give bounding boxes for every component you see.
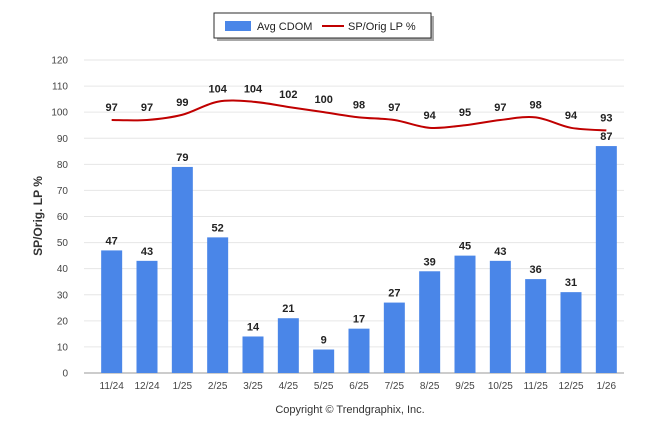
line-value-label: 94 — [565, 110, 578, 122]
line-value-label: 102 — [279, 89, 297, 101]
x-tick-label: 4/25 — [279, 381, 299, 392]
x-tick-label: 11/24 — [100, 381, 125, 392]
bar-4-25 — [277, 318, 299, 373]
bar-12-25 — [560, 292, 582, 373]
y-tick-label-0: 0 — [62, 369, 68, 380]
line-data-labels: 97 97 99 104 104 102 100 98 97 94 95 97 98 94 93 — [106, 84, 613, 125]
y-tick-label-20: 20 — [57, 316, 69, 327]
bar-value-label: 43 — [141, 246, 153, 258]
x-tick-label: 7/25 — [385, 381, 405, 392]
y-tick-label-120: 120 — [51, 56, 68, 67]
bar-value-label: 14 — [247, 321, 260, 333]
x-tick-label: 3/25 — [243, 381, 263, 392]
legend-label-sp-orig-lp: SP/Orig LP % — [348, 21, 416, 33]
line-value-label: 100 — [314, 94, 332, 106]
bar-9-25 — [454, 255, 476, 373]
bar-11-24 — [101, 250, 123, 373]
bar-value-label: 21 — [282, 303, 294, 315]
x-tick-label: 9/25 — [455, 381, 475, 392]
x-tick-label: 11/25 — [524, 381, 549, 392]
y-axis-title: SP/Orig. LP % — [31, 176, 45, 256]
x-tick-label: 8/25 — [420, 381, 440, 392]
y-tick-labels: 0 10 20 30 40 50 60 70 80 90 100 110 120 — [51, 56, 68, 380]
line-value-label: 97 — [494, 102, 506, 114]
bar-12-24 — [136, 260, 158, 373]
bar-value-label: 39 — [424, 256, 436, 268]
y-tick-label-100: 100 — [51, 108, 68, 119]
bar-value-label: 9 — [321, 335, 327, 347]
x-tick-label: 2/25 — [208, 381, 228, 392]
line-value-label: 104 — [208, 84, 227, 96]
line-value-label: 94 — [424, 110, 437, 122]
bar-value-label: 43 — [494, 246, 506, 258]
line-value-label: 95 — [459, 107, 471, 119]
line-value-label: 104 — [244, 84, 263, 96]
bar-5-25 — [313, 349, 335, 373]
bar-1-26 — [595, 146, 617, 373]
x-tick-label: 12/25 — [558, 381, 583, 392]
bar-6-25 — [348, 328, 370, 373]
legend-label-avg-cdom: Avg CDOM — [257, 21, 312, 33]
line-value-label: 99 — [176, 97, 188, 109]
bar-3-25 — [242, 336, 264, 373]
line-sp-orig-lp — [111, 99, 607, 132]
legend-swatch-avg-cdom — [225, 21, 251, 31]
copyright-footer: Copyright © Trendgraphix, Inc. — [275, 404, 424, 416]
y-tick-label-70: 70 — [57, 186, 69, 197]
bar-11-25 — [525, 279, 547, 373]
bar-8-25 — [419, 271, 441, 373]
bar-value-label: 45 — [459, 241, 471, 253]
bar-value-label: 27 — [388, 288, 400, 300]
y-tick-label-30: 30 — [57, 290, 69, 301]
x-tick-label: 10/25 — [488, 381, 513, 392]
y-tick-label-110: 110 — [52, 82, 68, 93]
y-tick-label-10: 10 — [57, 342, 69, 353]
bar-value-label: 36 — [530, 264, 542, 276]
x-tick-label: 6/25 — [349, 381, 369, 392]
y-tick-label-50: 50 — [57, 238, 69, 249]
x-tick-labels: 11/24 12/24 1/25 2/25 3/25 4/25 5/25 6/25 7/25 8/… — [100, 381, 617, 392]
line-series — [111, 99, 607, 132]
y-tick-label-40: 40 — [57, 264, 69, 275]
x-tick-label: 1/26 — [597, 381, 617, 392]
line-value-label: 93 — [600, 112, 612, 124]
bar-value-label: 31 — [565, 277, 577, 289]
line-value-label: 97 — [141, 102, 153, 114]
bar-value-label: 47 — [106, 235, 118, 247]
line-value-label: 98 — [353, 99, 365, 111]
x-tick-label: 12/24 — [134, 381, 159, 392]
line-value-label: 98 — [530, 99, 542, 111]
bar-1-25 — [171, 166, 193, 373]
y-tick-label-80: 80 — [57, 160, 69, 171]
bar-2-25 — [207, 237, 229, 373]
bar-value-label: 17 — [353, 314, 365, 326]
y-tick-label-60: 60 — [57, 212, 69, 223]
x-tick-label: 5/25 — [314, 381, 334, 392]
line-value-label: 97 — [106, 102, 118, 114]
bar-value-label: 79 — [176, 152, 188, 164]
y-tick-label-90: 90 — [57, 134, 69, 145]
legend: Avg CDOM SP/Orig LP % — [213, 12, 434, 41]
bar-10-25 — [489, 260, 511, 373]
line-value-label: 97 — [388, 102, 400, 114]
bar-value-label: 52 — [212, 222, 224, 234]
bar-series — [101, 146, 617, 373]
bar-data-labels: 47 43 79 52 14 21 9 17 27 39 45 43 36 31 87 — [106, 131, 613, 346]
bar-value-label: 87 — [600, 131, 612, 143]
x-tick-label: 1/25 — [173, 381, 193, 392]
bar-7-25 — [383, 302, 405, 373]
